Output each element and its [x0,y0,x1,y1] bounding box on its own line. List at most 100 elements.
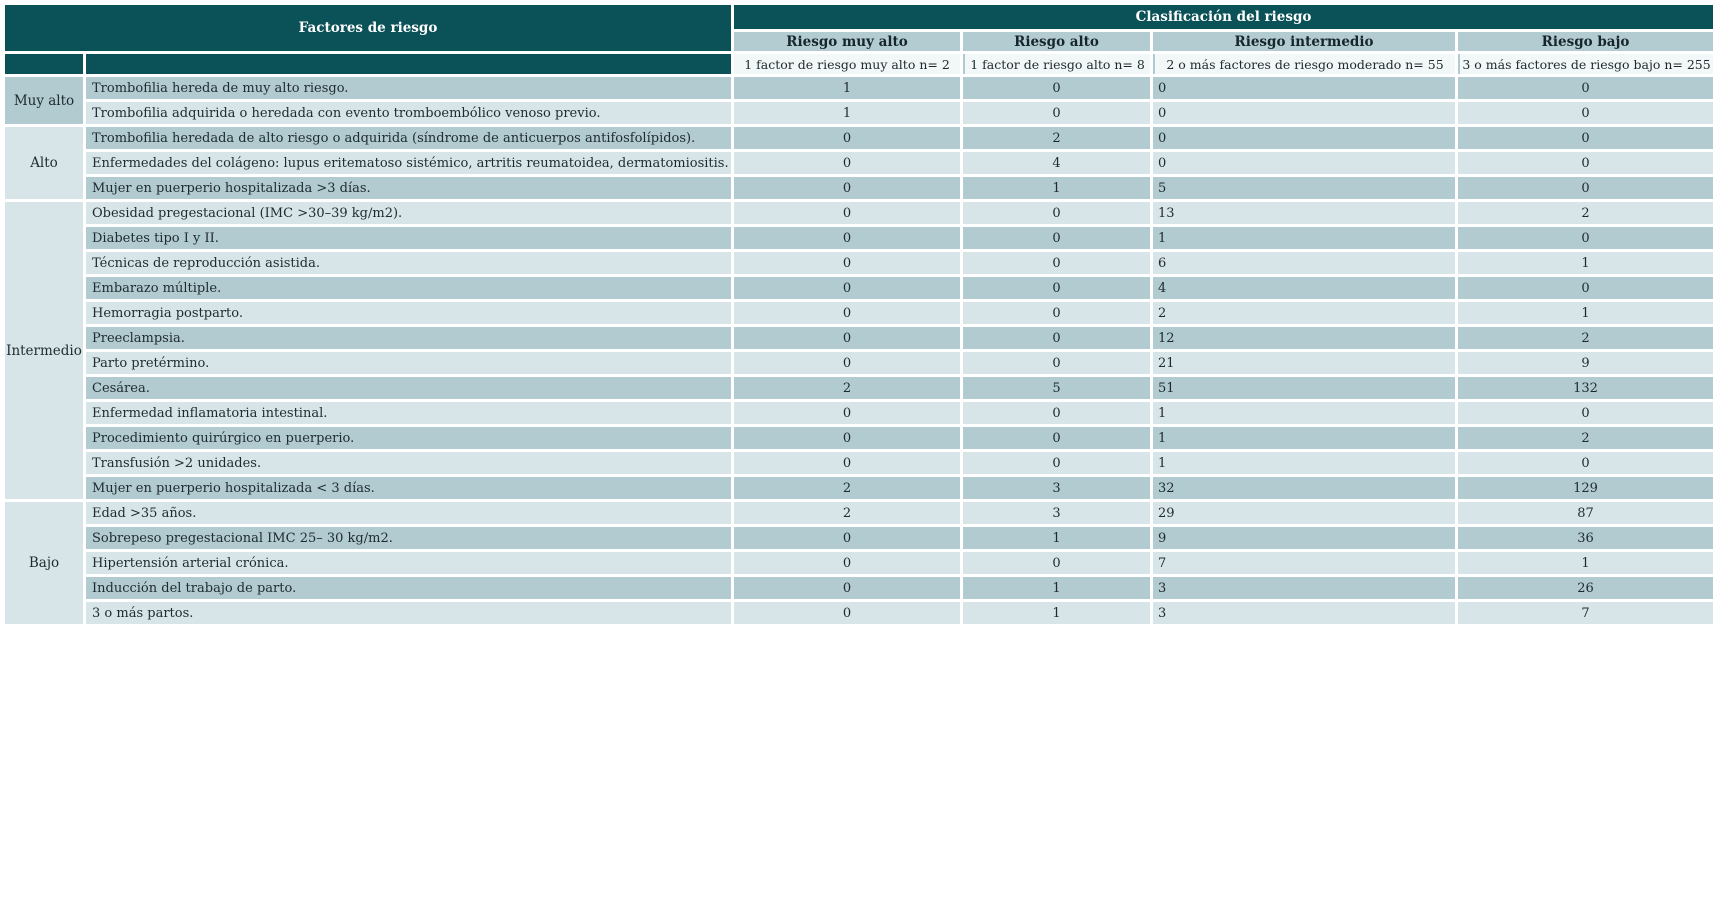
value-cell: 1 [1153,452,1456,474]
factor-cell: Mujer en puerperio hospitalizada >3 días… [86,177,732,199]
value-cell: 0 [734,602,961,624]
value-cell: 1 [1153,227,1456,249]
table-row: Técnicas de reproducción asistida. 0 0 6 1 [5,252,1714,274]
value-cell: 0 [1458,277,1714,299]
value-cell: 0 [734,227,961,249]
value-cell: 0 [963,352,1151,374]
table-row: Hipertensión arterial crónica. 0 0 7 1 [5,552,1714,574]
value-cell: 0 [1153,77,1456,99]
value-cell: 0 [963,302,1151,324]
value-cell: 3 [963,502,1151,524]
table-row: Trombofilia adquirida o heredada con eve… [5,102,1714,124]
value-cell: 1 [1458,252,1714,274]
value-cell: 0 [734,127,961,149]
table-row: Embarazo múltiple. 0 0 4 0 [5,277,1714,299]
value-cell: 5 [963,377,1151,399]
col-header-riesgo-intermedio: Riesgo intermedio [1153,32,1456,51]
header-row-criteria: 1 factor de riesgo muy alto n= 2 1 facto… [5,54,1714,74]
factor-cell: Preeclampsia. [86,327,732,349]
factor-cell: Inducción del trabajo de parto. [86,577,732,599]
table-row: Bajo Edad >35 años. 2 3 29 87 [5,502,1714,624]
value-cell: 0 [1458,177,1714,199]
factores-de-riesgo-header: Factores de riesgo [5,5,732,51]
value-cell: 4 [1153,277,1456,299]
factor-cell: Procedimiento quirúrgico en puerperio. [86,427,732,449]
value-cell: 0 [734,327,961,349]
table-row: Intermedio Obesidad pregestacional (IMC >… [5,202,1714,499]
value-cell: 36 [1458,527,1714,549]
table-body: Muy alto Trombofilia hereda de muy alto r… [5,77,1714,624]
risk-factors-table: Factores de riesgo Clasificación del rie… [2,2,1716,627]
factor-cell: Embarazo múltiple. [86,277,732,299]
value-cell: 0 [1458,452,1714,474]
value-cell: 0 [963,227,1151,249]
value-cell: 3 [963,477,1151,499]
factor-cell: Parto pretérmino. [86,352,732,374]
value-cell: 0 [734,552,961,574]
value-cell: 0 [734,302,961,324]
table-row: Mujer en puerperio hospitalizada >3 días… [5,177,1714,199]
category-header-spacer [5,54,83,74]
value-cell: 12 [1153,327,1456,349]
value-cell: 0 [1153,102,1456,124]
value-cell: 7 [1153,552,1456,574]
value-cell: 0 [734,452,961,474]
value-cell: 6 [1153,252,1456,274]
value-cell: 0 [963,202,1151,224]
factor-cell: Obesidad pregestacional (IMC >30–39 kg/m… [86,202,732,224]
value-cell: 2 [963,127,1151,149]
value-cell: 21 [1153,352,1456,374]
value-cell: 0 [734,202,961,224]
value-cell: 1 [1458,302,1714,324]
factor-cell: Sobrepeso pregestacional IMC 25– 30 kg/m… [86,527,732,549]
value-cell: 1 [734,77,961,99]
value-cell: 1 [963,602,1151,624]
value-cell: 0 [1458,102,1714,124]
value-cell: 13 [1153,202,1456,224]
value-cell: 87 [1458,502,1714,524]
category-cell: Bajo [5,502,83,624]
table-row: Diabetes tipo I y II. 0 0 1 0 [5,227,1714,249]
value-cell: 1 [963,527,1151,549]
value-cell: 132 [1458,377,1714,399]
subheader-riesgo-intermedio: 2 o más factores de riesgo moderado n= 5… [1153,54,1456,74]
factor-cell: Trombofilia hereda de muy alto riesgo. [86,77,732,99]
value-cell: 0 [734,402,961,424]
value-cell: 0 [963,77,1151,99]
value-cell: 0 [1458,227,1714,249]
subheader-riesgo-bajo: 3 o más factores de riesgo bajo n= 255 [1458,54,1714,74]
value-cell: 29 [1153,502,1456,524]
factor-cell: Trombofilia heredada de alto riesgo o ad… [86,127,732,149]
value-cell: 7 [1458,602,1714,624]
value-cell: 1 [963,177,1151,199]
category-cell: Muy alto [5,77,83,124]
value-cell: 32 [1153,477,1456,499]
value-cell: 26 [1458,577,1714,599]
value-cell: 0 [734,277,961,299]
subheader-riesgo-muy-alto: 1 factor de riesgo muy alto n= 2 [734,54,961,74]
value-cell: 2 [1153,302,1456,324]
value-cell: 2 [1458,427,1714,449]
factor-cell: Enfermedades del colágeno: lupus eritema… [86,152,732,174]
value-cell: 1 [734,102,961,124]
value-cell: 2 [734,502,961,524]
subheader-riesgo-alto: 1 factor de riesgo alto n= 8 [963,54,1151,74]
value-cell: 0 [963,327,1151,349]
table-row: Mujer en puerperio hospitalizada < 3 día… [5,477,1714,499]
value-cell: 0 [963,552,1151,574]
value-cell: 9 [1458,352,1714,374]
value-cell: 0 [1458,77,1714,99]
value-cell: 0 [1458,127,1714,149]
value-cell: 1 [1153,402,1456,424]
value-cell: 0 [1153,127,1456,149]
value-cell: 0 [963,102,1151,124]
value-cell: 0 [734,427,961,449]
clasificacion-del-riesgo-header: Clasificación del riesgo [734,5,1714,29]
value-cell: 1 [1153,427,1456,449]
header-row-main: Factores de riesgo Clasificación del rie… [5,5,1714,51]
table-row: Alto Trombofilia heredada de alto riesgo … [5,127,1714,199]
value-cell: 0 [1458,152,1714,174]
factor-cell: Hipertensión arterial crónica. [86,552,732,574]
value-cell: 1 [963,577,1151,599]
